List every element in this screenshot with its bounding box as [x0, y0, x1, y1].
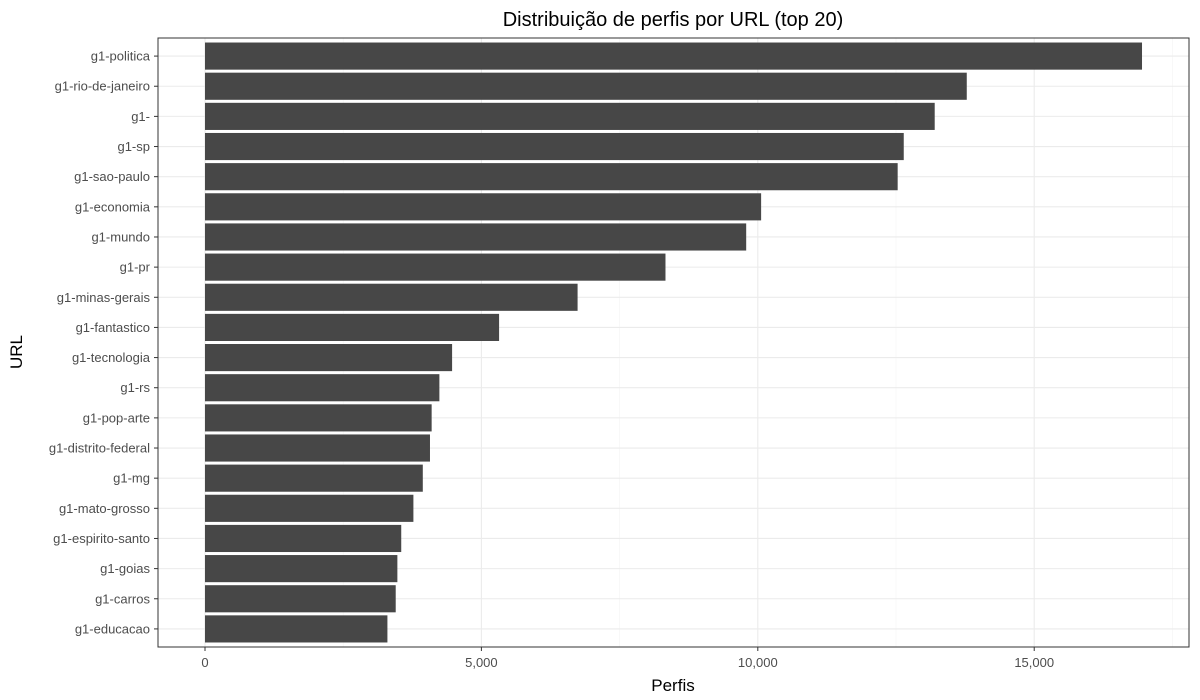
- x-tick-label: 0: [201, 655, 208, 670]
- y-tick-label: g1-pr: [120, 260, 151, 275]
- bar-g1-politica: [204, 42, 1143, 70]
- x-tick-label: 10,000: [738, 655, 778, 670]
- y-tick-label: g1-sp: [117, 139, 150, 154]
- y-tick-label: g1-carros: [95, 591, 150, 606]
- y-tick-label: g1-: [131, 109, 150, 124]
- x-tick-label: 15,000: [1014, 655, 1054, 670]
- y-tick-label: g1-pop-arte: [83, 410, 150, 425]
- chart-title: Distribuição de perfis por URL (top 20): [503, 9, 844, 31]
- y-tick-label: g1-economia: [75, 199, 151, 214]
- bar-g1-pop-arte: [204, 404, 432, 432]
- bar-g1-minas-gerais: [204, 283, 578, 311]
- y-tick-label: g1-espirito-santo: [53, 531, 150, 546]
- y-tick-label: g1-minas-gerais: [57, 290, 151, 305]
- bar-g1-tecnologia: [204, 344, 453, 372]
- y-tick-label: g1-fantastico: [76, 320, 150, 335]
- y-tick-label: g1-mundo: [91, 229, 150, 244]
- bar-g1-educacao: [204, 615, 388, 643]
- bar-g1-economia: [204, 193, 762, 221]
- y-axis: g1-politica g1-rio-de-janeiro g1- g1-sp g1-s…: [49, 49, 158, 636]
- bar-g1-sp: [204, 132, 904, 161]
- bar-g1-carros: [204, 585, 396, 613]
- y-tick-label: g1-sao-paulo: [74, 169, 150, 184]
- y-tick-label: g1-rio-de-janeiro: [55, 79, 150, 94]
- plot-panel: [157, 37, 1190, 648]
- bar-g1-distrito-federal: [204, 434, 430, 462]
- bar-g1-rio-de-janeiro: [204, 72, 967, 100]
- bar-g1-sao-paulo: [204, 163, 898, 191]
- y-tick-label: g1-mato-grosso: [59, 501, 150, 516]
- bar-g1-mato-grosso: [204, 494, 414, 522]
- x-tick-label: 5,000: [465, 655, 498, 670]
- bar-g1-mg: [204, 464, 423, 492]
- y-axis-title: URL: [7, 335, 26, 369]
- bars: [204, 42, 1143, 643]
- bar-g1-espirito-santo: [204, 524, 402, 553]
- bar-g1-mundo: [204, 223, 747, 251]
- y-tick-label: g1-mg: [113, 471, 150, 486]
- bar-g1-fantastico: [204, 313, 500, 341]
- y-tick-label: g1-educacao: [75, 621, 150, 636]
- x-axis: 0 5,000 10,000 15,000: [201, 647, 1054, 670]
- bar-g1-goias: [204, 555, 398, 583]
- y-tick-label: g1-rs: [120, 380, 150, 395]
- y-tick-label: g1-distrito-federal: [49, 441, 150, 456]
- y-tick-label: g1-tecnologia: [72, 350, 151, 365]
- bar-g1-: [204, 102, 935, 130]
- bar-g1-pr: [204, 253, 666, 281]
- y-tick-label: g1-politica: [91, 49, 151, 64]
- panel-border: [157, 37, 1190, 648]
- bar-g1-rs: [204, 374, 440, 402]
- y-tick-label: g1-goias: [100, 561, 150, 576]
- x-axis-title: Perfis: [651, 676, 694, 695]
